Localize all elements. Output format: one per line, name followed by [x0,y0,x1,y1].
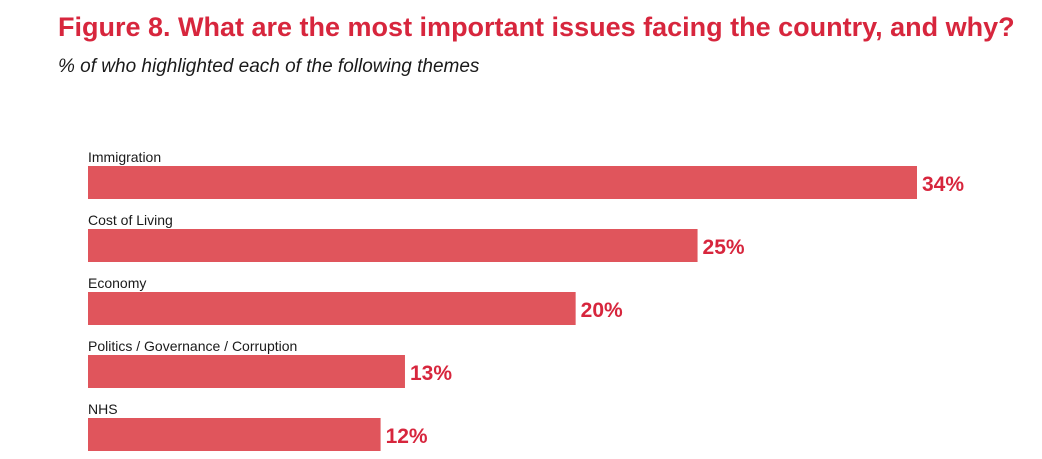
category-label: Economy [88,275,146,291]
bar [88,355,405,388]
value-label: 13% [410,362,452,385]
value-label: 34% [922,173,964,196]
chart-subtitle: % of who highlighted each of the followi… [58,56,480,77]
bar [88,229,698,262]
bar [88,166,917,199]
chart-title: Figure 8. What are the most important is… [58,12,1015,42]
bar [88,418,381,451]
category-label: Immigration [88,149,161,165]
category-label: Politics / Governance / Corruption [88,338,297,354]
category-label: NHS [88,401,118,417]
bar [88,292,576,325]
value-label: 20% [581,299,623,322]
value-label: 25% [703,236,745,259]
value-label: 12% [386,425,428,448]
category-label: Cost of Living [88,212,173,228]
